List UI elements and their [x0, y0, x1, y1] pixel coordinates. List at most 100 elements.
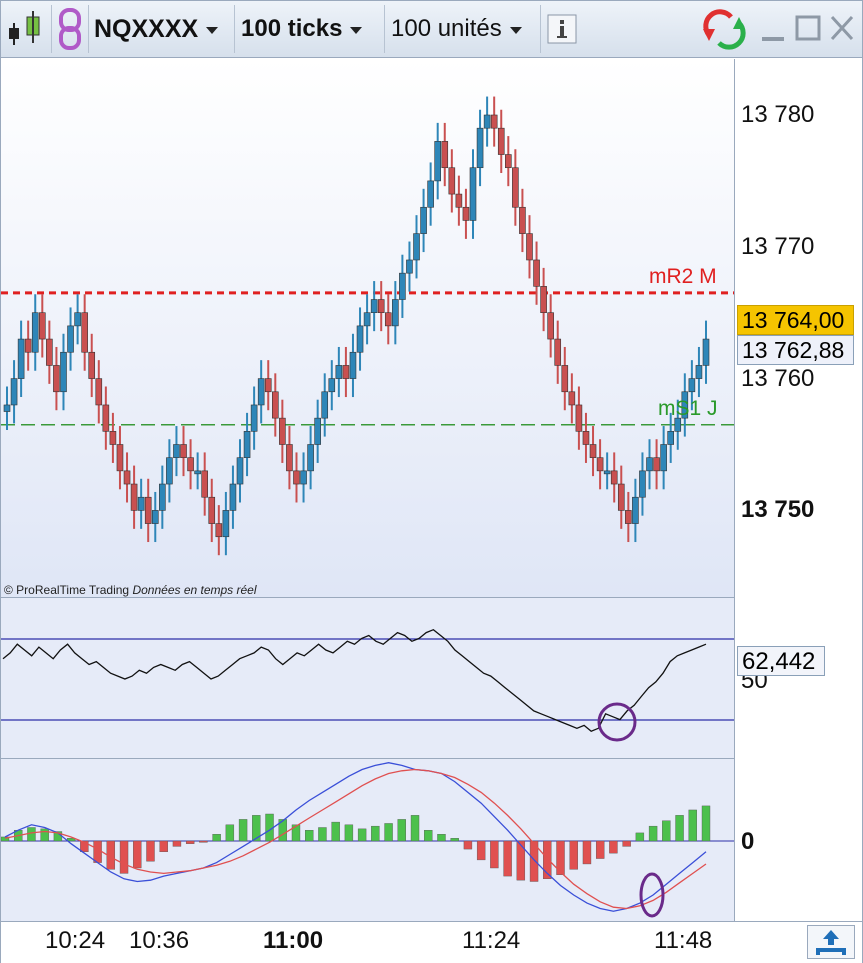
candle — [123, 452, 131, 503]
candle — [667, 412, 674, 463]
candle — [349, 333, 357, 398]
candle — [95, 360, 103, 424]
candle — [307, 426, 314, 490]
rsi-value-tag: 62,442 — [737, 646, 825, 676]
macd-histogram-bar — [252, 815, 261, 842]
macd-panel[interactable] — [1, 759, 734, 921]
price-tick: 13 760 — [741, 365, 815, 392]
macd-histogram-bar — [291, 824, 301, 842]
interval-selector[interactable]: 100 ticks — [241, 1, 363, 57]
candle — [455, 175, 463, 226]
candle — [483, 96, 491, 147]
candle — [384, 294, 392, 345]
candle — [533, 241, 540, 305]
candle — [81, 294, 88, 371]
candle — [3, 386, 11, 431]
rsi-panel[interactable] — [1, 598, 734, 758]
candle — [695, 346, 703, 398]
cursor-price-tag: 13 762,88 — [737, 335, 854, 365]
candle — [321, 373, 329, 437]
macd-histogram-bar — [543, 840, 552, 879]
candle — [144, 478, 152, 543]
macd-histogram-bar — [318, 827, 327, 842]
candle — [88, 333, 96, 398]
price-chart-panel[interactable] — [1, 59, 734, 597]
candle — [236, 439, 244, 503]
macd-histogram-bar — [119, 840, 129, 874]
macd-histogram-bar — [582, 840, 592, 865]
candle — [469, 149, 477, 239]
candle — [335, 346, 343, 398]
macd-histogram-bar — [93, 840, 102, 863]
macd-histogram-bar — [40, 828, 49, 842]
candle — [681, 373, 689, 437]
time-tick: 10:36 — [129, 927, 190, 954]
candle — [10, 360, 18, 424]
candle — [441, 122, 449, 187]
maximize-icon[interactable] — [795, 13, 821, 49]
candle — [130, 465, 138, 529]
macd-histogram-bar — [278, 819, 287, 842]
time-axis — [1, 922, 862, 963]
candle — [617, 465, 625, 529]
candle — [250, 386, 258, 450]
annotation-circle — [639, 872, 665, 918]
refresh-arrows-icon[interactable] — [701, 1, 749, 57]
macd-histogram-bar — [146, 840, 155, 862]
candle — [222, 491, 230, 556]
chain-link-icon[interactable] — [57, 1, 83, 57]
macd-histogram-bar — [344, 824, 354, 842]
candle — [272, 373, 279, 437]
info-icon[interactable] — [547, 1, 577, 57]
signal-line — [4, 768, 707, 910]
macd-histogram-bar — [490, 840, 499, 869]
price-axis[interactable] — [734, 59, 862, 921]
symbol-selector[interactable]: NQXXXX — [94, 1, 219, 57]
r2-level-label: mR2 M — [649, 265, 717, 288]
rsi-line — [2, 628, 707, 732]
candle — [688, 360, 696, 411]
macd-histogram-bar — [384, 823, 393, 842]
candle — [420, 188, 427, 253]
candle — [392, 281, 399, 345]
macd-histogram-bar — [212, 834, 221, 842]
candle — [589, 426, 597, 477]
close-icon[interactable] — [829, 13, 855, 49]
macd-histogram-bar — [437, 834, 446, 842]
candle — [632, 478, 639, 543]
candle — [540, 267, 547, 332]
time-tick: 11:24 — [462, 927, 521, 954]
candle — [137, 478, 145, 529]
macd-histogram-bar — [331, 821, 340, 842]
symbol-label: NQXXXX — [94, 14, 199, 43]
candle — [625, 491, 632, 543]
candle — [31, 294, 39, 371]
candlestick-icon[interactable] — [5, 1, 47, 57]
annotation-circle — [597, 702, 637, 742]
candle — [53, 346, 60, 411]
candle — [173, 426, 180, 477]
candle — [60, 333, 67, 411]
candle — [356, 307, 364, 371]
macd-histogram-bar — [476, 840, 486, 861]
time-tick: 11:00 — [263, 927, 324, 954]
units-selector[interactable]: 100 unités — [391, 1, 522, 57]
candle — [610, 452, 618, 503]
candle — [526, 215, 533, 279]
candle — [639, 452, 646, 516]
candle — [293, 452, 300, 503]
macd-histogram-bar — [635, 832, 645, 842]
candle — [476, 109, 484, 187]
candle — [370, 281, 378, 332]
price-tick: 13 780 — [741, 101, 815, 128]
candle — [166, 439, 173, 503]
macd-histogram-bar — [424, 829, 433, 842]
candle — [363, 294, 371, 345]
candle — [342, 346, 350, 398]
candle — [39, 294, 46, 358]
macd-histogram-bar — [410, 815, 420, 842]
time-tick: 10:24 — [45, 927, 106, 954]
upload-icon[interactable] — [807, 925, 855, 959]
minimize-icon[interactable] — [761, 13, 785, 49]
